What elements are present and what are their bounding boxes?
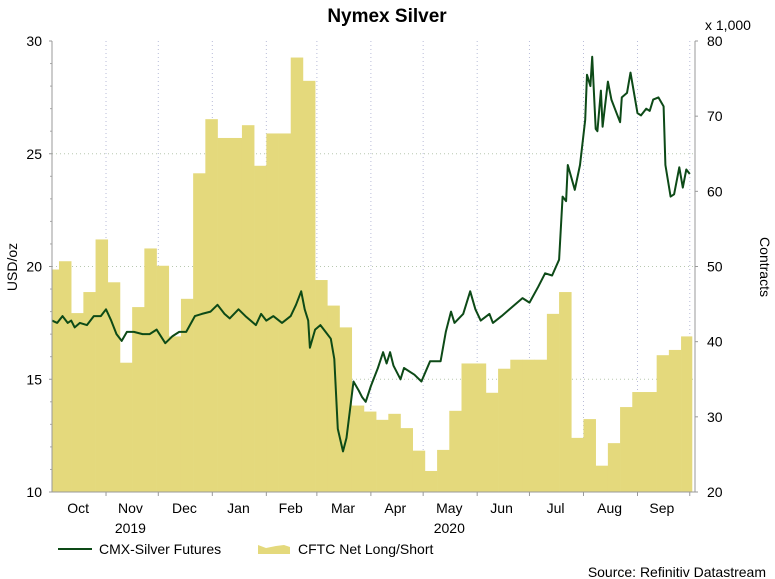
- cftc-week-bar: [327, 305, 340, 492]
- month-label: May: [436, 500, 462, 516]
- month-label: Aug: [597, 500, 622, 516]
- cftc-week-bar: [205, 119, 218, 492]
- cftc-week-bar: [656, 355, 670, 492]
- cftc-week-bar: [510, 359, 523, 492]
- cftc-week-bar: [595, 465, 609, 492]
- right-tick-label: 40: [707, 334, 723, 350]
- month-label: Feb: [279, 500, 303, 516]
- cftc-week-bar: [193, 173, 206, 492]
- cftc-week-bar: [644, 392, 657, 492]
- cftc-week-bar: [278, 133, 292, 492]
- year-label: 2020: [434, 520, 465, 536]
- cftc-week-bar: [473, 363, 487, 492]
- right-axis-label: Contracts: [757, 237, 773, 297]
- cftc-week-bar: [437, 449, 450, 492]
- cftc-week-bar: [144, 248, 157, 492]
- right-tick-label: 80: [707, 33, 723, 49]
- cftc-week-bar: [559, 292, 572, 492]
- chart-title: Nymex Silver: [327, 6, 447, 27]
- cftc-week-bar: [620, 407, 633, 492]
- cftc-week-bar: [156, 265, 170, 492]
- right-axis-multiplier: x 1,000: [705, 17, 751, 33]
- cftc-week-bar: [498, 368, 511, 492]
- cftc-week-bar: [546, 313, 560, 492]
- cftc-week-bar: [52, 269, 60, 492]
- cftc-week-bar: [107, 282, 121, 492]
- right-tick-label: 50: [707, 259, 723, 275]
- legend: CMX-Silver Futures CFTC Net Long/Short: [58, 541, 433, 557]
- left-tick-label: 10: [26, 484, 42, 500]
- left-tick-label: 15: [26, 371, 42, 387]
- cftc-week-bar: [132, 307, 145, 492]
- right-tick-label: 70: [707, 108, 723, 124]
- cftc-week-bar: [180, 298, 194, 492]
- legend-label-silver: CMX-Silver Futures: [99, 541, 221, 557]
- cftc-week-bar: [58, 261, 72, 492]
- cftc-week-bar: [400, 428, 414, 492]
- cftc-week-bar: [681, 336, 693, 492]
- year-label: 2019: [115, 520, 146, 536]
- cftc-week-bar: [632, 392, 645, 492]
- cftc-week-bar: [485, 392, 499, 492]
- axes: 10 15 20 25 30 20 30 40 50 60 70 80 Oct Nov Dec Jan Feb M…: [26, 33, 722, 536]
- cftc-week-bar: [351, 405, 365, 492]
- month-label: Jul: [547, 500, 565, 516]
- month-label: Sep: [649, 500, 674, 516]
- legend-area-swatch: [258, 545, 290, 554]
- cftc-week-bar: [449, 410, 462, 492]
- left-tick-label: 30: [26, 33, 42, 49]
- cftc-week-bar: [95, 239, 109, 492]
- cftc-week-bar: [412, 450, 426, 492]
- left-tick-label: 25: [26, 146, 42, 162]
- silver-line-series: [51, 55, 691, 453]
- cftc-week-bar: [266, 133, 279, 492]
- legend-label-cftc: CFTC Net Long/Short: [298, 541, 433, 557]
- cftc-week-bar: [168, 336, 182, 492]
- cftc-week-bar: [668, 349, 682, 492]
- cftc-week-bar: [302, 80, 316, 493]
- month-label: Nov: [118, 500, 143, 516]
- cftc-week-bar: [583, 419, 596, 492]
- cftc-week-bar: [241, 125, 255, 492]
- month-label: Jun: [490, 500, 513, 516]
- right-tick-label: 60: [707, 183, 723, 199]
- cftc-week-bar: [363, 411, 377, 492]
- silver-price-line: [51, 55, 691, 453]
- cftc-week-bar: [229, 137, 243, 492]
- left-tick-label: 20: [26, 259, 42, 275]
- right-tick-label: 30: [707, 409, 723, 425]
- cftc-week-bar: [290, 57, 304, 492]
- month-label: Mar: [331, 500, 355, 516]
- cftc-week-bar: [83, 292, 96, 492]
- month-label: Jan: [227, 500, 250, 516]
- month-label: Dec: [172, 500, 197, 516]
- month-label: Apr: [384, 500, 406, 516]
- cftc-week-bar: [607, 443, 621, 492]
- cftc-week-bar: [119, 362, 133, 492]
- cftc-week-bar: [217, 137, 231, 492]
- month-label: Oct: [67, 500, 89, 516]
- cftc-week-bar: [522, 359, 535, 492]
- source-note: Source: Refinitiv Datastream: [588, 564, 766, 579]
- cftc-week-bar: [571, 437, 584, 492]
- cftc-week-bar: [461, 363, 474, 492]
- cftc-week-bar: [424, 470, 438, 492]
- cftc-week-bar: [315, 280, 328, 492]
- cftc-week-bar: [71, 313, 84, 492]
- cftc-week-bar: [376, 419, 389, 492]
- cftc-area-series: [52, 57, 693, 493]
- cftc-week-bar: [388, 413, 401, 492]
- left-axis-label: USD/oz: [4, 243, 20, 291]
- cftc-week-bar: [254, 165, 267, 492]
- right-tick-label: 20: [707, 484, 723, 500]
- cftc-week-bar: [534, 359, 548, 492]
